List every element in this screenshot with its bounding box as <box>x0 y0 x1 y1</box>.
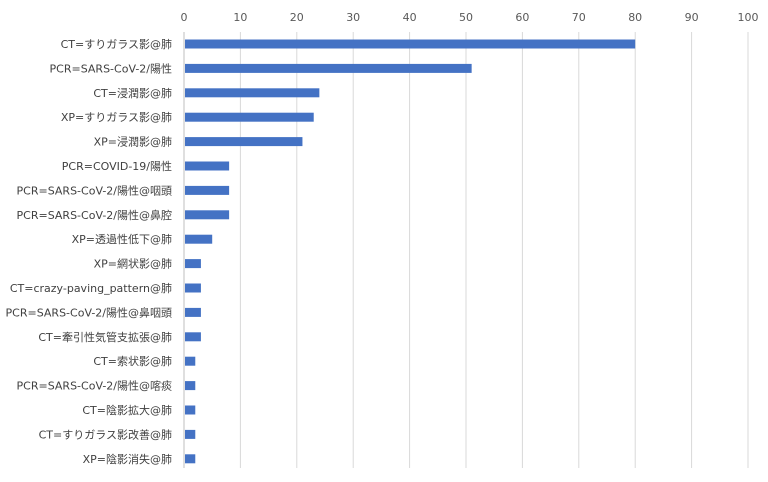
bar <box>185 356 196 366</box>
bar <box>185 210 230 220</box>
category-label: PCR=SARS-CoV-2/陽性@咽頭 <box>17 183 172 197</box>
category-label: CT=すりガラス影@肺 <box>61 38 172 51</box>
category-labels: CT=すりガラス影@肺 PCR=SARS-CoV-2/陽性 CT=浸潤影@肺 XP=す… <box>6 38 172 466</box>
bar <box>185 307 201 317</box>
bar <box>185 137 303 147</box>
bar <box>185 88 320 98</box>
bar <box>185 112 314 122</box>
x-tick-label: 80 <box>628 11 642 24</box>
x-tick-label: 20 <box>290 11 304 24</box>
bar <box>185 429 196 439</box>
x-axis-ticks: 0 10 20 30 40 50 60 70 80 90 100 <box>181 11 759 24</box>
bar <box>185 381 196 391</box>
bar <box>185 332 201 342</box>
bar <box>185 234 213 244</box>
category-label: XP=網状影@肺 <box>94 257 172 271</box>
category-label: PCR=SARS-CoV-2/陽性 <box>50 61 172 75</box>
bar <box>185 454 196 464</box>
category-label: XP=透過性低下@肺 <box>72 232 172 246</box>
x-tick-label: 40 <box>403 11 417 24</box>
bars <box>185 39 636 464</box>
category-label: CT=すりガラス影改善@肺 <box>39 427 172 441</box>
bar <box>185 39 636 49</box>
category-label: PCR=SARS-CoV-2/陽性@鼻腔 <box>17 208 172 222</box>
x-tick-label: 30 <box>346 11 360 24</box>
category-label: PCR=COVID-19/陽性 <box>62 159 172 173</box>
category-label: XP=陰影消失@肺 <box>83 452 172 466</box>
category-label: XP=すりガラス影@肺 <box>61 111 172 124</box>
category-label: CT=crazy-paving_pattern@肺 <box>10 282 172 295</box>
category-label: CT=索状影@肺 <box>93 354 172 368</box>
bar <box>185 185 230 195</box>
x-tick-label: 10 <box>233 11 247 24</box>
bar <box>185 405 196 415</box>
category-label: PCR=SARS-CoV-2/陽性@喀痰 <box>17 379 172 393</box>
x-tick-label: 0 <box>181 11 188 24</box>
bar <box>185 63 472 73</box>
bar <box>185 259 201 269</box>
bar <box>185 161 230 171</box>
x-tick-label: 60 <box>515 11 529 24</box>
category-label: CT=浸潤影@肺 <box>93 87 172 100</box>
x-tick-label: 100 <box>738 11 759 24</box>
x-tick-label: 50 <box>459 11 473 24</box>
x-tick-label: 90 <box>685 11 699 24</box>
category-label: XP=浸潤影@肺 <box>94 136 172 149</box>
category-label: PCR=SARS-CoV-2/陽性@鼻咽頭 <box>6 305 172 319</box>
x-tick-label: 70 <box>572 11 586 24</box>
gridlines <box>239 32 749 468</box>
category-label: CT=牽引性気管支拡張@肺 <box>38 330 172 344</box>
bar <box>185 283 201 293</box>
category-label: CT=陰影拡大@肺 <box>82 403 172 417</box>
